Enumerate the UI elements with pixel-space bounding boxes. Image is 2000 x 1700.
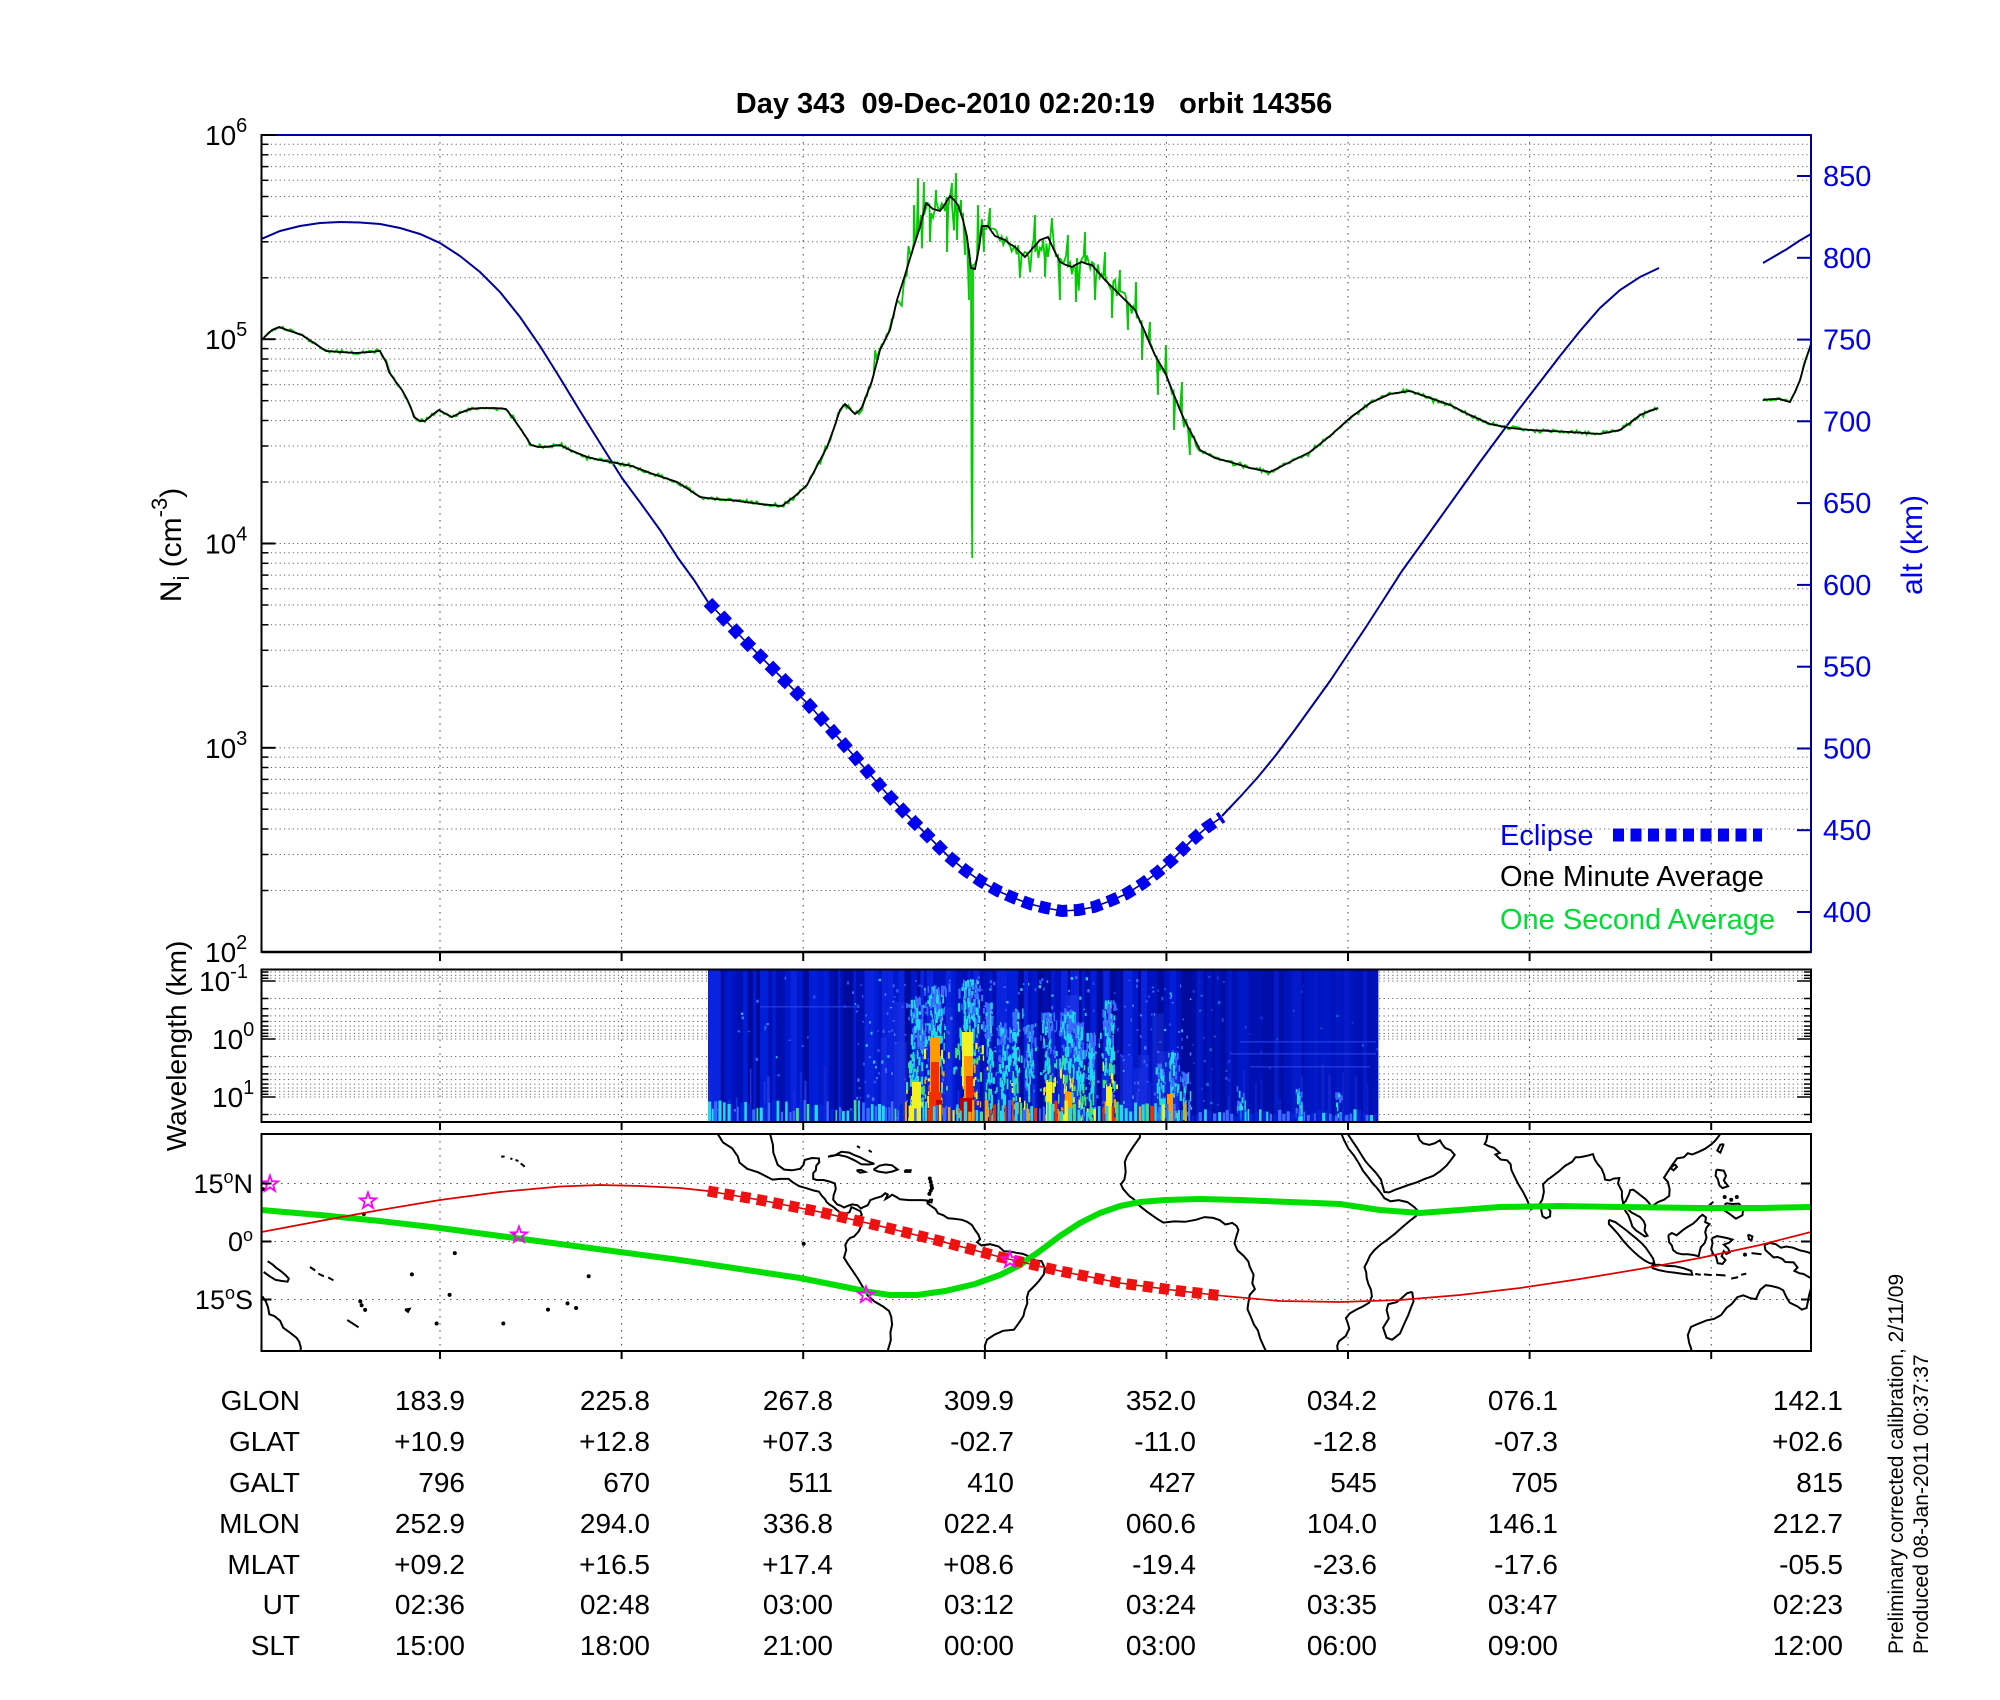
svg-text:Produced 08-Jan-2011 00:37:37: Produced 08-Jan-2011 00:37:37 <box>1910 1354 1933 1654</box>
svg-text:850: 850 <box>1823 161 1871 193</box>
svg-text:022.4: 022.4 <box>944 1508 1014 1539</box>
svg-text:104.0: 104.0 <box>1307 1508 1377 1539</box>
svg-text:+08.6: +08.6 <box>943 1549 1014 1580</box>
svg-text:18:00: 18:00 <box>580 1630 650 1661</box>
svg-text:-02.7: -02.7 <box>950 1426 1014 1457</box>
svg-text:Wavelength (km): Wavelength (km) <box>161 941 192 1152</box>
svg-text:670: 670 <box>603 1467 650 1498</box>
svg-text:03:12: 03:12 <box>944 1589 1014 1620</box>
svg-text:550: 550 <box>1823 652 1871 684</box>
svg-text:450: 450 <box>1823 815 1871 847</box>
svg-text:-05.5: -05.5 <box>1779 1549 1843 1580</box>
svg-text:03:24: 03:24 <box>1126 1589 1196 1620</box>
svg-text:060.6: 060.6 <box>1126 1508 1196 1539</box>
svg-text:+02.6: +02.6 <box>1772 1426 1843 1457</box>
svg-text:02:36: 02:36 <box>395 1589 465 1620</box>
svg-text:One Second Average: One Second Average <box>1500 904 1775 936</box>
svg-text:Eclipse: Eclipse <box>1500 820 1594 852</box>
svg-text:Preliminary corrected calibrat: Preliminary corrected calibration, 2/11/… <box>1885 1274 1908 1654</box>
svg-text:800: 800 <box>1823 243 1871 275</box>
svg-text:183.9: 183.9 <box>395 1385 465 1416</box>
svg-text:15oS: 15oS <box>195 1283 253 1315</box>
svg-text:+17.4: +17.4 <box>762 1549 833 1580</box>
svg-text:+12.8: +12.8 <box>579 1426 650 1457</box>
svg-text:750: 750 <box>1823 325 1871 357</box>
svg-text:106: 106 <box>205 115 247 151</box>
svg-text:02:48: 02:48 <box>580 1589 650 1620</box>
svg-text:-23.6: -23.6 <box>1313 1549 1377 1580</box>
svg-text:309.9: 309.9 <box>944 1385 1014 1416</box>
svg-text:+09.2: +09.2 <box>394 1549 465 1580</box>
svg-text:GALT: GALT <box>229 1467 300 1498</box>
svg-text:-19.4: -19.4 <box>1132 1549 1196 1580</box>
svg-text:00:00: 00:00 <box>944 1630 1014 1661</box>
svg-text:815: 815 <box>1796 1467 1843 1498</box>
svg-text:-17.6: -17.6 <box>1494 1549 1558 1580</box>
svg-text:03:35: 03:35 <box>1307 1589 1377 1620</box>
svg-text:034.2: 034.2 <box>1307 1385 1377 1416</box>
svg-text:-07.3: -07.3 <box>1494 1426 1558 1457</box>
svg-text:Ni (cm-3): Ni (cm-3) <box>147 488 194 602</box>
svg-text:02:23: 02:23 <box>1773 1589 1843 1620</box>
svg-text:146.1: 146.1 <box>1488 1508 1558 1539</box>
svg-text:+10.9: +10.9 <box>394 1426 465 1457</box>
svg-text:03:00: 03:00 <box>763 1589 833 1620</box>
svg-text:267.8: 267.8 <box>763 1385 833 1416</box>
svg-text:0o: 0o <box>228 1225 253 1257</box>
svg-text:700: 700 <box>1823 406 1871 438</box>
svg-text:705: 705 <box>1511 1467 1558 1498</box>
svg-text:UT: UT <box>263 1589 300 1620</box>
svg-text:212.7: 212.7 <box>1773 1508 1843 1539</box>
svg-text:03:00: 03:00 <box>1126 1630 1196 1661</box>
svg-text:03:47: 03:47 <box>1488 1589 1558 1620</box>
svg-text:GLAT: GLAT <box>229 1426 300 1457</box>
svg-text:294.0: 294.0 <box>580 1508 650 1539</box>
svg-text:SLT: SLT <box>251 1630 300 1661</box>
svg-text:09:00: 09:00 <box>1488 1630 1558 1661</box>
svg-text:100: 100 <box>212 1019 254 1055</box>
svg-text:427: 427 <box>1149 1467 1196 1498</box>
svg-text:142.1: 142.1 <box>1773 1385 1843 1416</box>
svg-text:-12.8: -12.8 <box>1313 1426 1377 1457</box>
svg-text:alt (km): alt (km) <box>1896 495 1929 595</box>
svg-text:+07.3: +07.3 <box>762 1426 833 1457</box>
svg-text:06:00: 06:00 <box>1307 1630 1377 1661</box>
svg-text:GLON: GLON <box>221 1385 300 1416</box>
svg-text:600: 600 <box>1823 570 1871 602</box>
svg-text:400: 400 <box>1823 897 1871 929</box>
svg-text:336.8: 336.8 <box>763 1508 833 1539</box>
svg-text:101: 101 <box>212 1077 254 1113</box>
svg-text:103: 103 <box>205 728 247 764</box>
svg-text:545: 545 <box>1330 1467 1377 1498</box>
svg-text:650: 650 <box>1823 488 1871 520</box>
svg-text:MLAT: MLAT <box>227 1549 300 1580</box>
svg-text:104: 104 <box>205 524 247 560</box>
svg-text:252.9: 252.9 <box>395 1508 465 1539</box>
svg-text:500: 500 <box>1823 734 1871 766</box>
svg-text:One Minute Average: One Minute Average <box>1500 861 1764 893</box>
svg-text:15oN: 15oN <box>193 1167 253 1199</box>
svg-text:Day 343 09-Dec-2010 02:20:19: Day 343 09-Dec-2010 02:20:19 orbit 14356 <box>736 88 1332 120</box>
svg-text:21:00: 21:00 <box>763 1630 833 1661</box>
svg-text:352.0: 352.0 <box>1126 1385 1196 1416</box>
svg-text:15:00: 15:00 <box>395 1630 465 1661</box>
svg-text:10-1: 10-1 <box>199 961 248 997</box>
svg-text:410: 410 <box>967 1467 1014 1498</box>
svg-text:12:00: 12:00 <box>1773 1630 1843 1661</box>
svg-text:MLON: MLON <box>219 1508 300 1539</box>
svg-text:105: 105 <box>205 319 247 355</box>
svg-text:-11.0: -11.0 <box>1134 1426 1196 1457</box>
svg-text:+16.5: +16.5 <box>579 1549 650 1580</box>
svg-text:796: 796 <box>418 1467 465 1498</box>
svg-text:511: 511 <box>788 1467 833 1498</box>
svg-text:225.8: 225.8 <box>580 1385 650 1416</box>
svg-text:076.1: 076.1 <box>1488 1385 1558 1416</box>
